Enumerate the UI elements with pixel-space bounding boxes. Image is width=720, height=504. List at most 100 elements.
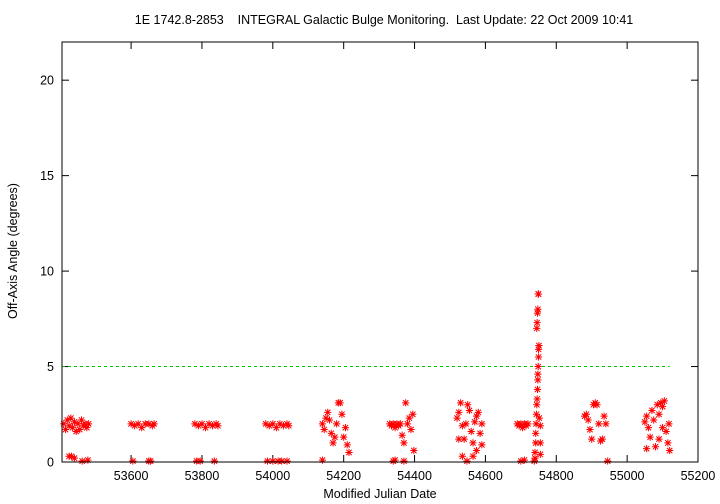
y-tick-label: 10 <box>40 265 54 279</box>
data-point <box>657 399 665 407</box>
data-point <box>69 424 77 432</box>
data-point <box>276 420 284 428</box>
data-point <box>269 420 277 428</box>
data-point <box>584 416 592 424</box>
data-point <box>643 412 651 420</box>
x-tick-label: 55200 <box>681 469 716 483</box>
data-point <box>262 420 270 428</box>
data-points <box>60 290 674 465</box>
x-tick-label: 54000 <box>255 469 290 483</box>
data-point <box>662 427 670 436</box>
data-point <box>391 424 399 432</box>
data-point <box>534 305 542 313</box>
data-point <box>531 448 539 457</box>
x-tick-label: 54400 <box>397 469 432 483</box>
data-point <box>469 452 477 460</box>
x-tick-label: 53800 <box>185 469 220 483</box>
data-point <box>660 397 668 405</box>
data-point <box>658 424 667 432</box>
data-point <box>345 448 353 457</box>
y-tick-label: 5 <box>47 360 54 374</box>
data-point <box>402 399 410 407</box>
data-point <box>67 414 75 422</box>
data-point <box>666 446 674 455</box>
data-point <box>272 424 280 432</box>
data-point <box>283 457 291 465</box>
data-point <box>341 424 350 432</box>
data-point <box>530 457 538 465</box>
data-point <box>63 416 71 424</box>
data-point <box>214 422 222 430</box>
data-point <box>534 362 542 371</box>
x-axis-ticks: 53600 53800 54000 54200 54400 54600 54800 55000… <box>114 42 716 483</box>
data-point <box>196 457 204 465</box>
data-point <box>410 446 418 455</box>
data-point <box>263 457 272 465</box>
data-point <box>74 420 82 428</box>
data-point <box>72 427 80 436</box>
data-point <box>653 401 661 409</box>
x-tick-label: 55000 <box>610 469 645 483</box>
data-point <box>643 445 651 453</box>
data-point <box>265 422 273 430</box>
data-point <box>70 454 79 462</box>
data-point <box>533 385 542 394</box>
data-point <box>67 452 76 460</box>
data-point <box>455 435 463 443</box>
data-point <box>533 319 541 327</box>
data-point <box>127 420 135 428</box>
data-point <box>463 457 471 465</box>
data-point <box>471 418 479 426</box>
data-point <box>129 457 137 465</box>
data-point <box>464 401 472 409</box>
data-point <box>327 429 335 437</box>
data-point <box>145 420 153 428</box>
data-point <box>269 457 277 465</box>
data-point <box>336 399 344 407</box>
data-point <box>457 399 465 407</box>
data-point <box>650 416 658 424</box>
data-point <box>533 395 541 403</box>
data-point <box>534 345 543 353</box>
data-point <box>533 401 541 409</box>
x-tick-label: 53600 <box>114 469 149 483</box>
data-point <box>520 456 528 464</box>
data-point <box>407 425 415 434</box>
data-point <box>532 410 541 418</box>
data-point <box>534 376 542 384</box>
data-point <box>324 408 332 416</box>
data-point <box>641 418 649 426</box>
data-point <box>595 420 603 428</box>
data-point <box>476 429 484 437</box>
data-point <box>458 452 466 460</box>
data-point <box>531 454 539 462</box>
data-point <box>329 439 337 447</box>
data-point <box>532 439 540 447</box>
data-point <box>519 424 527 432</box>
data-point <box>389 457 397 465</box>
data-point <box>455 408 463 416</box>
data-point <box>478 441 486 449</box>
data-point <box>536 439 544 447</box>
data-point <box>533 309 542 317</box>
data-point <box>83 424 91 432</box>
data-point <box>469 439 477 447</box>
data-point <box>318 420 327 428</box>
data-point <box>61 425 70 434</box>
data-point <box>586 425 594 434</box>
data-point <box>210 457 218 465</box>
data-point <box>535 414 543 422</box>
data-point <box>655 435 663 443</box>
data-point <box>588 435 596 443</box>
data-point <box>138 424 146 432</box>
data-point <box>600 412 608 420</box>
y-tick-label: 0 <box>47 456 54 470</box>
data-point <box>194 422 203 430</box>
data-point <box>338 410 346 418</box>
data-point <box>664 439 672 447</box>
data-point <box>533 324 541 332</box>
x-axis-label: Modified Julian Date <box>323 487 436 501</box>
y-tick-label: 20 <box>40 74 54 88</box>
data-point <box>201 424 210 432</box>
data-point <box>343 441 351 449</box>
